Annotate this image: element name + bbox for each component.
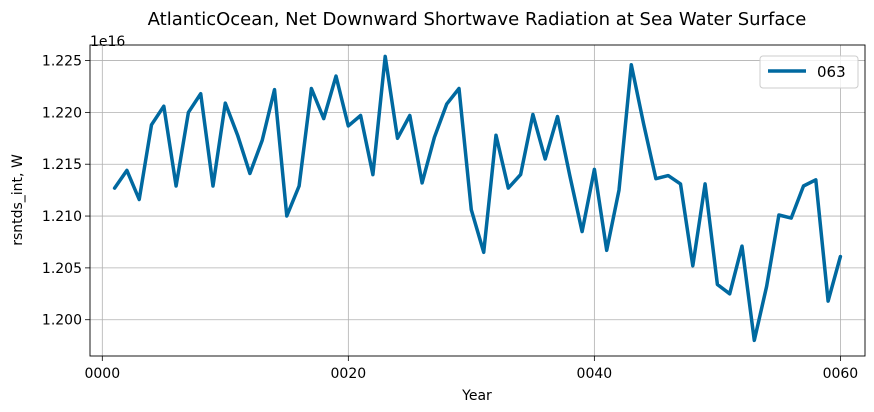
chart-title: AtlanticOcean, Net Downward Shortwave Ra… — [148, 9, 807, 30]
y-axis-label: rsntds_int, W — [10, 154, 26, 246]
legend-label: 063 — [817, 63, 846, 81]
legend: 063 — [759, 55, 859, 89]
y-tick-label: 1.220 — [42, 105, 82, 121]
y-tick-label: 1.205 — [42, 261, 82, 277]
x-tick-label: 0040 — [577, 366, 613, 382]
x-axis-label: Year — [461, 388, 492, 404]
series-line-063 — [112, 54, 843, 343]
y-offset-label: 1e16 — [90, 34, 125, 50]
gridlines — [90, 45, 865, 356]
y-tick-label: 1.210 — [42, 209, 82, 225]
x-tick-label: 0020 — [331, 366, 367, 382]
y-tick-label: 1.215 — [42, 157, 82, 173]
x-tick-label: 0060 — [823, 366, 859, 382]
plot-frame — [89, 44, 866, 357]
y-tick-label: 1.200 — [42, 313, 82, 329]
legend-box — [759, 55, 859, 89]
x-tick-label: 0000 — [84, 366, 120, 382]
x-axis: 0000 0020 0040 0060 — [84, 356, 858, 382]
y-tick-label: 1.225 — [42, 54, 82, 70]
series-lines — [112, 54, 843, 343]
y-axis: 1.200 1.205 1.210 1.215 1.220 1.225 — [42, 54, 90, 329]
